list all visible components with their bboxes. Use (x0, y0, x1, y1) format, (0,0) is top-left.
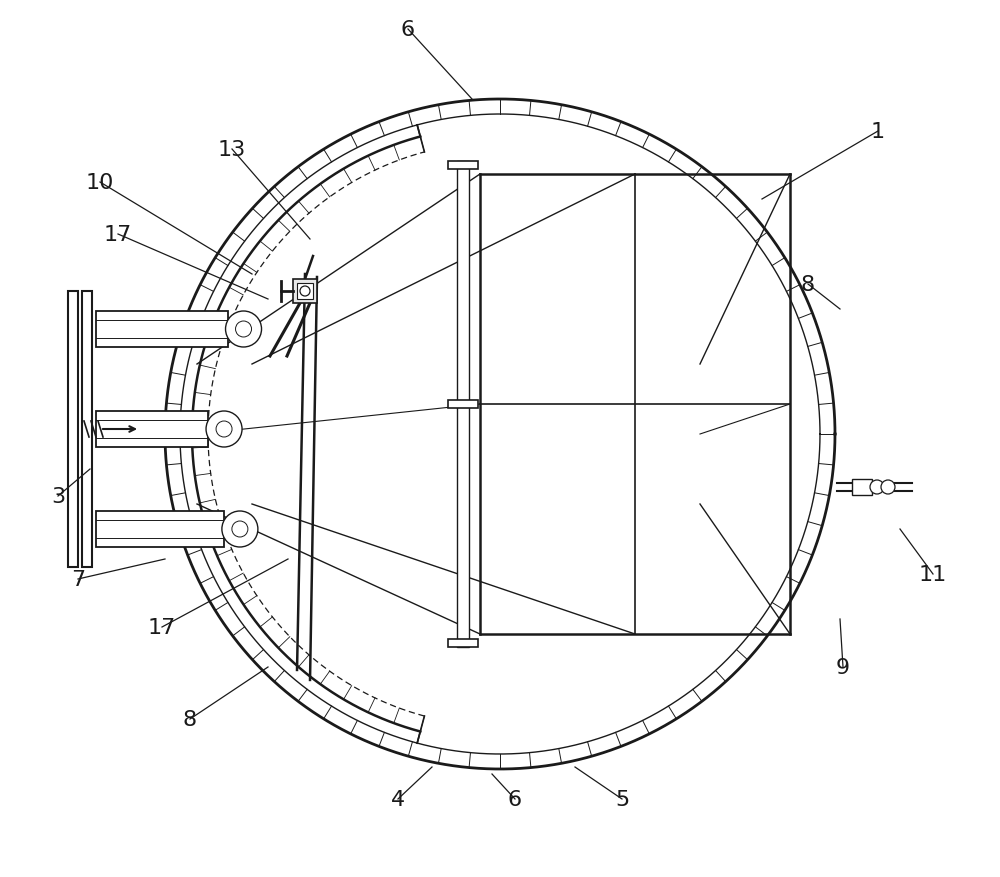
Bar (852, 480, 872, 496)
Bar (448, 639, 478, 647)
Text: 9: 9 (836, 657, 850, 677)
Bar (297, 283, 313, 300)
Text: 8: 8 (183, 709, 197, 729)
Circle shape (881, 481, 895, 495)
Text: 3: 3 (51, 487, 65, 506)
Bar (68, 292, 78, 567)
Text: 10: 10 (86, 173, 114, 193)
Text: 6: 6 (508, 789, 522, 809)
Text: 13: 13 (218, 139, 246, 160)
Circle shape (300, 287, 310, 296)
Bar (457, 162, 469, 647)
Text: 1: 1 (871, 122, 885, 142)
Bar (448, 401, 478, 409)
Text: 7: 7 (71, 569, 85, 589)
Circle shape (222, 511, 258, 547)
Bar (96, 411, 208, 447)
Text: 11: 11 (919, 565, 947, 584)
Bar (293, 280, 317, 303)
Bar (96, 511, 224, 547)
Circle shape (236, 322, 252, 338)
Text: 8: 8 (801, 275, 815, 295)
Text: 4: 4 (391, 789, 405, 809)
Text: 5: 5 (615, 789, 629, 809)
Circle shape (206, 411, 242, 447)
Bar (448, 162, 478, 170)
Text: 6: 6 (401, 20, 415, 40)
Bar (82, 292, 92, 567)
Circle shape (870, 481, 884, 495)
Bar (96, 311, 228, 347)
Text: 17: 17 (148, 617, 176, 638)
Text: 17: 17 (104, 225, 132, 245)
Circle shape (226, 311, 262, 347)
Circle shape (216, 422, 232, 438)
Circle shape (232, 522, 248, 538)
